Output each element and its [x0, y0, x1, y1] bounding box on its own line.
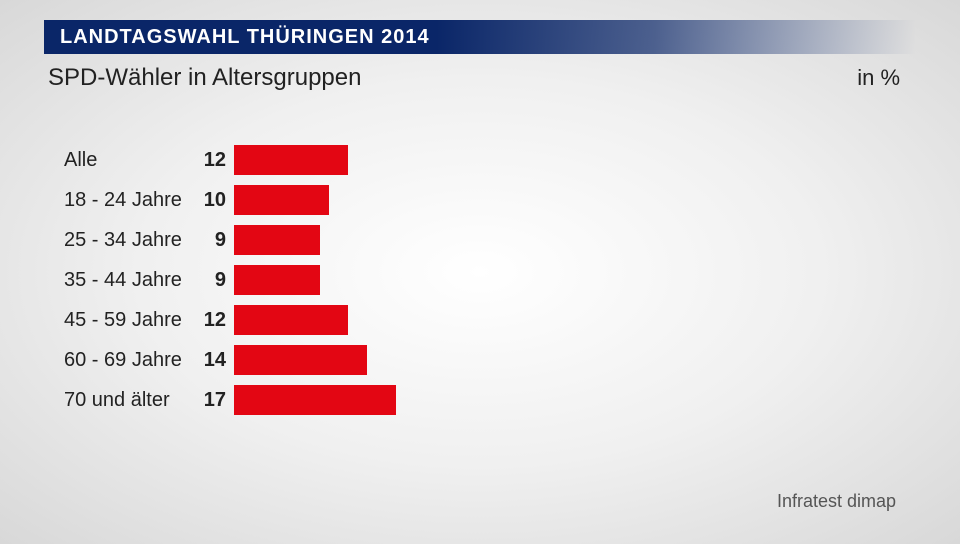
row-value: 10 — [200, 189, 234, 212]
row-label: Alle — [64, 149, 200, 172]
bar — [234, 305, 348, 335]
row-value: 12 — [200, 309, 234, 332]
bar-container — [234, 265, 896, 295]
bar — [234, 265, 320, 295]
bar — [234, 385, 396, 415]
bar-container — [234, 385, 896, 415]
row-value: 12 — [200, 149, 234, 172]
chart-row: 35 - 44 Jahre9 — [64, 260, 896, 300]
bar-container — [234, 225, 896, 255]
row-value: 17 — [200, 389, 234, 412]
chart-area: Alle1218 - 24 Jahre1025 - 34 Jahre935 - … — [64, 140, 896, 420]
bar — [234, 345, 367, 375]
row-label: 25 - 34 Jahre — [64, 229, 200, 252]
bar-container — [234, 345, 896, 375]
chart-row: Alle12 — [64, 140, 896, 180]
row-label: 18 - 24 Jahre — [64, 189, 200, 212]
header-banner: LANDTAGSWAHL THÜRINGEN 2014 — [44, 20, 916, 54]
bar — [234, 145, 348, 175]
chart-row: 18 - 24 Jahre10 — [64, 180, 896, 220]
chart-row: 25 - 34 Jahre9 — [64, 220, 896, 260]
subtitle-row: SPD-Wähler in Altersgruppen in % — [44, 60, 916, 96]
source-attribution: Infratest dimap — [777, 491, 896, 512]
row-label: 60 - 69 Jahre — [64, 349, 200, 372]
row-label: 45 - 59 Jahre — [64, 309, 200, 332]
row-value: 9 — [200, 229, 234, 252]
row-label: 70 und älter — [64, 389, 200, 412]
row-value: 14 — [200, 349, 234, 372]
banner-title: LANDTAGSWAHL THÜRINGEN 2014 — [60, 26, 430, 49]
bar-container — [234, 305, 896, 335]
bar — [234, 185, 329, 215]
row-label: 35 - 44 Jahre — [64, 269, 200, 292]
chart-row: 70 und älter17 — [64, 380, 896, 420]
chart-subtitle: SPD-Wähler in Altersgruppen — [48, 64, 361, 92]
bar-container — [234, 145, 896, 175]
bar-container — [234, 185, 896, 215]
chart-row: 60 - 69 Jahre14 — [64, 340, 896, 380]
bar — [234, 225, 320, 255]
unit-label: in % — [857, 65, 900, 91]
row-value: 9 — [200, 269, 234, 292]
chart-row: 45 - 59 Jahre12 — [64, 300, 896, 340]
